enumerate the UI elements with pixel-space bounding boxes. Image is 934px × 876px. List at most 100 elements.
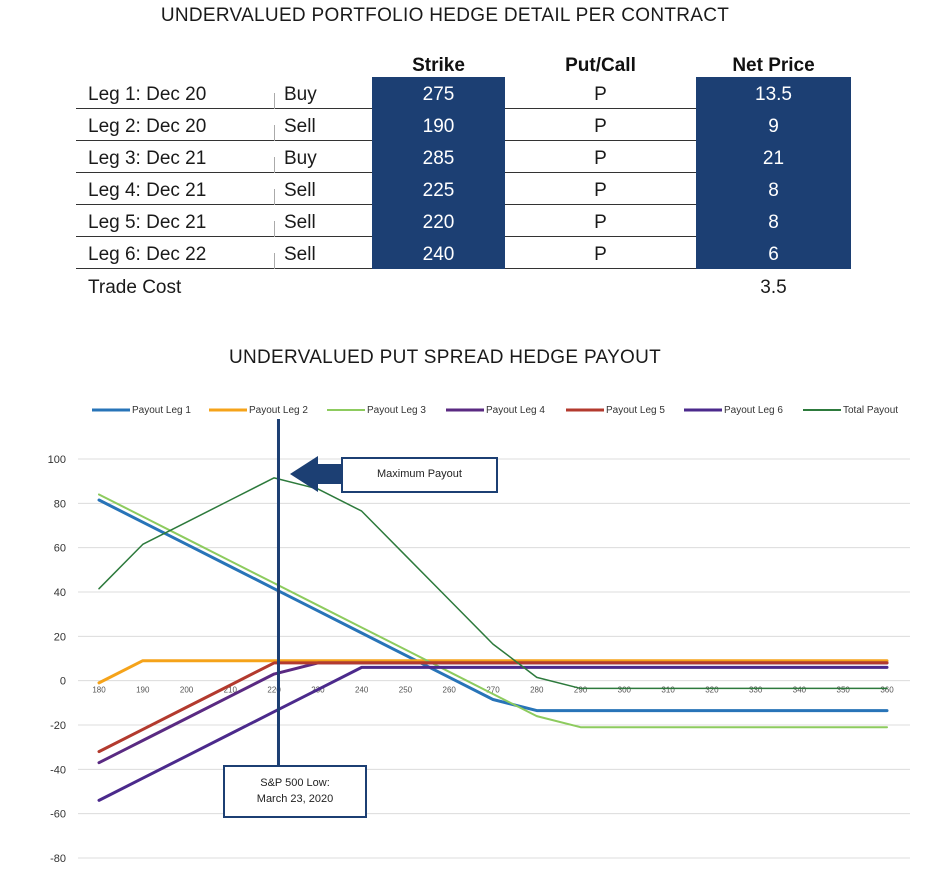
leg-put-call: P — [594, 244, 607, 265]
table-row: Leg 5: Dec 21 Sell 220 P 8 — [76, 205, 864, 237]
y-tick-label: 100 — [48, 454, 66, 466]
legend-label: Payout Leg 3 — [367, 405, 426, 416]
series-line — [97, 661, 889, 754]
leg-label: Leg 6: Dec 22 — [88, 244, 207, 265]
table-row: Leg 1: Dec 20 Buy 275 P 13.5 — [76, 77, 864, 109]
max-payout-callout: Maximum Payout — [341, 457, 498, 493]
x-tick-label: 350 — [837, 686, 851, 695]
row-separator — [274, 93, 275, 109]
leg-put-call: P — [594, 116, 607, 137]
legend-label: Payout Leg 5 — [606, 405, 665, 416]
row-divider — [505, 108, 696, 109]
leg-side: Buy — [284, 148, 317, 169]
legend-label: Payout Leg 1 — [132, 405, 191, 416]
leg-strike: 285 — [422, 148, 455, 169]
x-tick-label: 310 — [661, 686, 675, 695]
x-tick-label: 330 — [749, 686, 763, 695]
y-tick-label: -80 — [50, 853, 66, 865]
leg-put-call: P — [594, 148, 607, 169]
y-tick-label: 40 — [54, 587, 66, 599]
y-tick-label: -40 — [50, 764, 66, 776]
row-separator — [274, 189, 275, 205]
header-net-price: Net Price — [732, 55, 815, 76]
x-tick-label: 300 — [618, 686, 632, 695]
leg-strike: 190 — [422, 116, 455, 137]
max-payout-label: Maximum Payout — [377, 468, 462, 480]
leg-strike: 275 — [422, 84, 455, 105]
leg-net-price: 21 — [762, 148, 785, 169]
series-line — [98, 477, 888, 690]
sp500-low-callout: S&P 500 Low: March 23, 2020 — [223, 765, 367, 818]
trade-cost-row: Trade Cost 3.5 — [76, 270, 864, 302]
leg-label: Leg 1: Dec 20 — [88, 84, 207, 105]
leg-label: Leg 5: Dec 21 — [88, 212, 207, 233]
x-tick-label: 210 — [224, 686, 238, 695]
table-row: Leg 3: Dec 21 Buy 285 P 21 — [76, 141, 864, 173]
sp500-low-date: March 23, 2020 — [256, 793, 334, 805]
x-tick-label: 320 — [705, 686, 719, 695]
y-tick-label: -60 — [50, 809, 66, 821]
y-tick-label: 0 — [60, 676, 66, 688]
x-tick-label: 280 — [530, 686, 544, 695]
row-divider — [505, 268, 696, 269]
x-tick-label: 270 — [486, 686, 500, 695]
row-divider — [505, 140, 696, 141]
max-payout-arrow-shaft — [316, 464, 343, 484]
table-row: Leg 6: Dec 22 Sell 240 P 6 — [76, 237, 864, 269]
x-tick-label: 290 — [574, 686, 588, 695]
leg-side: Sell — [284, 180, 316, 201]
x-tick-label: 180 — [92, 686, 106, 695]
leg-put-call: P — [594, 84, 607, 105]
chart-legend: Payout Leg 1 Payout Leg 2 Payout Leg 3 Payo… — [92, 405, 898, 416]
row-divider — [76, 236, 372, 237]
net-price-column-background — [696, 77, 851, 269]
table-row: Leg 2: Dec 20 Sell 190 P 9 — [76, 109, 864, 141]
leg-net-price: 8 — [768, 180, 779, 201]
leg-side: Sell — [284, 212, 316, 233]
leg-side: Buy — [284, 84, 317, 105]
chart-series — [97, 477, 889, 802]
leg-net-price: 9 — [768, 116, 779, 137]
table-title: UNDERVALUED PORTFOLIO HEDGE DETAIL PER C… — [160, 5, 730, 26]
series-line — [97, 659, 889, 685]
y-tick-label: 80 — [54, 498, 66, 510]
x-tick-label: 250 — [399, 686, 413, 695]
table-row: Leg 4: Dec 21 Sell 225 P 8 — [76, 173, 864, 205]
leg-net-price: 13.5 — [755, 84, 792, 105]
x-tick-label: 220 — [267, 686, 281, 695]
leg-label: Leg 3: Dec 21 — [88, 148, 207, 169]
y-tick-label: 60 — [54, 543, 66, 555]
leg-net-price: 6 — [768, 244, 779, 265]
max-payout-arrow-head — [290, 456, 318, 492]
y-tick-label: -20 — [50, 720, 66, 732]
legend-label: Payout Leg 4 — [486, 405, 545, 416]
leg-strike: 225 — [422, 180, 455, 201]
x-tick-label: 260 — [443, 686, 457, 695]
row-divider — [505, 172, 696, 173]
row-divider — [505, 236, 696, 237]
header-put-call: Put/Call — [565, 55, 636, 76]
x-tick-label: 200 — [180, 686, 194, 695]
legend-label: Payout Leg 2 — [249, 405, 308, 416]
legend-label: Payout Leg 6 — [724, 405, 783, 416]
y-tick-label: 20 — [54, 631, 66, 643]
x-tick-label: 360 — [880, 686, 894, 695]
series-line — [98, 493, 888, 729]
row-divider — [76, 268, 372, 269]
series-line — [97, 661, 889, 765]
leg-strike: 240 — [422, 244, 455, 265]
chart-title: UNDERVALUED PUT SPREAD HEDGE PAYOUT — [228, 347, 662, 368]
series-line — [97, 665, 889, 802]
row-divider — [76, 204, 372, 205]
row-separator — [274, 221, 275, 237]
leg-strike: 220 — [422, 212, 455, 233]
y-axis-ticks: 100 80 60 40 20 0 -20 -40 -60 -80 — [48, 454, 66, 865]
row-separator — [274, 125, 275, 141]
leg-put-call: P — [594, 180, 607, 201]
trade-cost-value: 3.5 — [760, 277, 787, 298]
row-divider — [76, 108, 372, 109]
leg-net-price: 8 — [768, 212, 779, 233]
row-separator — [274, 157, 275, 173]
sp500-low-label: S&P 500 Low: — [260, 777, 330, 789]
trade-cost-label: Trade Cost — [88, 277, 182, 298]
